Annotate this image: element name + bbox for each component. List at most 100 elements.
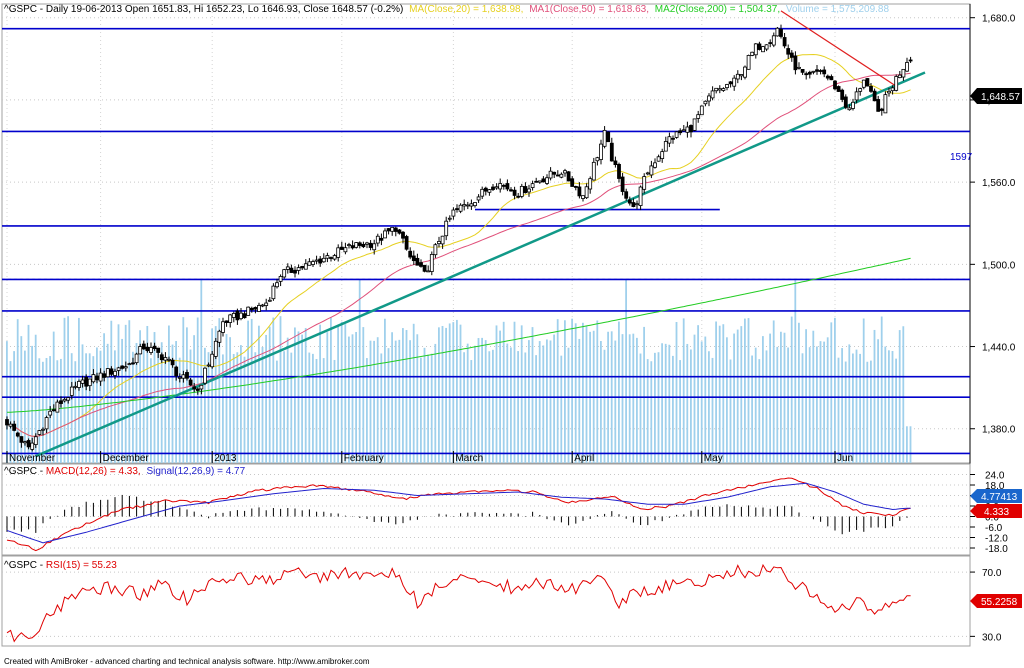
ma200-label: MA2(Close,200) = 1,504.37, xyxy=(655,4,780,15)
candle-body xyxy=(519,185,524,197)
rsi-header-label: RSI(15) = 55.23 xyxy=(46,560,117,571)
candle-body xyxy=(422,264,427,272)
candle-body xyxy=(15,432,20,437)
volume-bar xyxy=(769,333,771,463)
volume-bar xyxy=(182,317,185,463)
candle-body xyxy=(120,365,125,369)
signal-value-badge: 4.77413 xyxy=(970,489,1022,503)
volume-bar xyxy=(229,337,231,463)
candle-body xyxy=(617,163,621,179)
candle-body xyxy=(807,71,812,75)
volume-bar xyxy=(463,352,465,463)
candle-body xyxy=(217,330,222,343)
candle-body xyxy=(30,442,35,450)
candle-body xyxy=(707,95,711,102)
candle-body xyxy=(149,347,153,353)
candle-body xyxy=(267,299,272,302)
volume-bar xyxy=(63,317,66,463)
volume-bar xyxy=(88,353,91,463)
candle-body xyxy=(541,178,546,183)
volume-bar xyxy=(81,344,84,463)
volume-bar xyxy=(690,349,692,463)
candle-body xyxy=(246,306,251,316)
candle-body xyxy=(437,241,441,245)
volume-bar xyxy=(456,319,458,463)
candle-body xyxy=(415,257,420,266)
volume-bar xyxy=(546,339,548,463)
volume-bar xyxy=(549,340,552,463)
candle-body xyxy=(696,114,701,119)
rsi-axis: 70.0 30.0 xyxy=(970,568,1002,643)
candle-body xyxy=(753,43,758,56)
month-label: March xyxy=(455,453,483,464)
volume-bar xyxy=(722,324,725,463)
candle-body xyxy=(469,203,474,207)
volume-bar xyxy=(117,324,120,463)
candle-body xyxy=(735,73,740,80)
candle-body xyxy=(660,151,665,159)
volume-bar xyxy=(121,338,123,463)
candle-body xyxy=(5,419,9,426)
candle-body xyxy=(681,129,686,132)
volume-bar xyxy=(618,321,620,463)
candle-body xyxy=(581,195,585,199)
candle-body xyxy=(116,367,121,371)
candle-body xyxy=(887,90,891,94)
candle-body xyxy=(833,80,837,90)
candle-body xyxy=(401,231,405,239)
volume-bar xyxy=(837,357,840,463)
candle-body xyxy=(480,188,485,197)
month-label: 2013 xyxy=(214,453,237,464)
macd-tick-label: 18.0 xyxy=(985,481,1005,492)
volume-bar xyxy=(582,322,584,463)
volume-bar xyxy=(628,334,631,463)
candles[interactable] xyxy=(5,24,913,452)
macd-header-label: MACD(12,26) = 4.33, xyxy=(46,466,141,477)
candle-body xyxy=(804,73,809,76)
volume-bar xyxy=(729,359,732,463)
price-header: ^GSPC - Daily 19-06-2013 Open 1651.83, H… xyxy=(4,4,889,15)
candle-body xyxy=(8,423,13,427)
volume-bar xyxy=(186,327,188,463)
candle-body xyxy=(113,370,117,376)
candle-body xyxy=(282,269,287,278)
volume-bar xyxy=(441,325,444,463)
candle-body xyxy=(210,353,215,368)
candle-body xyxy=(185,372,189,379)
candle-body xyxy=(858,88,863,92)
volume-bar xyxy=(772,320,775,463)
candle-body xyxy=(105,368,110,378)
volume-bar xyxy=(704,336,707,463)
volume-bar xyxy=(646,359,649,463)
volume-bar xyxy=(294,327,296,463)
candle-body xyxy=(548,170,553,179)
candle-body xyxy=(365,242,369,245)
candle-body xyxy=(491,186,495,190)
volume-bar xyxy=(178,357,181,463)
candle-body xyxy=(476,196,481,201)
volume-bar xyxy=(542,345,545,463)
candle-body xyxy=(174,366,179,377)
price-tick-label: 1,680.0 xyxy=(982,14,1016,25)
candle-body xyxy=(77,380,81,388)
candle-body xyxy=(663,141,668,152)
candle-body xyxy=(192,386,197,390)
candle-body xyxy=(440,235,445,245)
volume-bar xyxy=(762,336,764,463)
candle-body xyxy=(314,259,319,262)
candle-body xyxy=(483,187,488,192)
candle-body xyxy=(397,229,402,234)
volume-bar xyxy=(60,358,62,463)
candle-body xyxy=(689,125,693,133)
macd-lines xyxy=(6,477,911,552)
volume-bar xyxy=(888,350,890,463)
candle-body xyxy=(451,209,456,217)
volume-bar xyxy=(254,352,257,463)
volume-bar xyxy=(679,360,681,463)
candle-body xyxy=(213,340,218,357)
volume-bar xyxy=(333,359,336,463)
candle-body xyxy=(55,401,60,413)
candle-body xyxy=(890,87,895,92)
candle-body xyxy=(836,86,841,92)
